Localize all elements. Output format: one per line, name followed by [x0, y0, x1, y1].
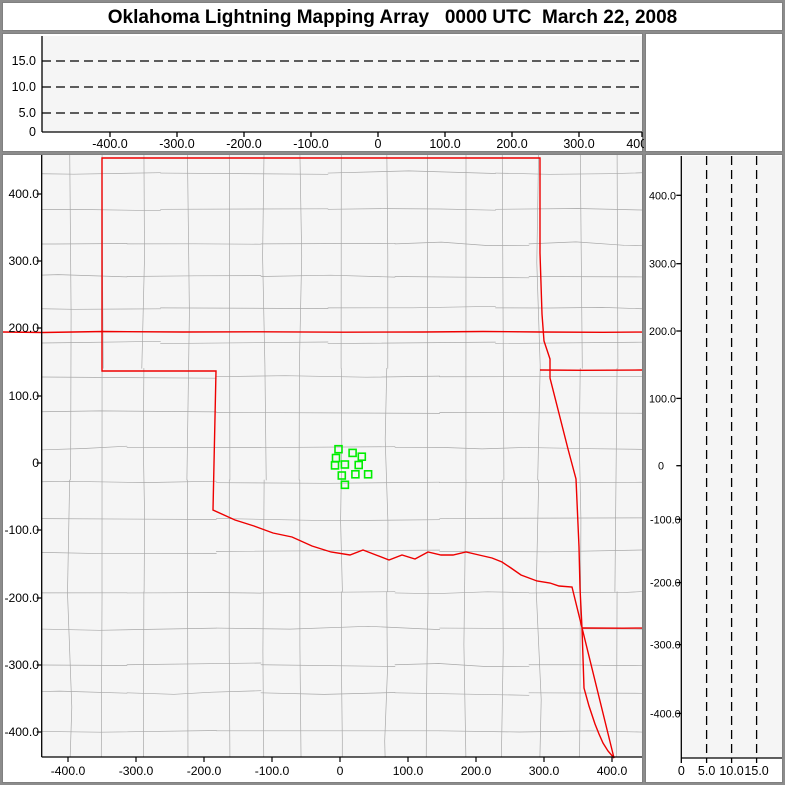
svg-text:300.0: 300.0 [9, 254, 40, 268]
svg-text:300.0: 300.0 [563, 137, 594, 151]
svg-text:-300.0: -300.0 [159, 137, 194, 151]
svg-text:0: 0 [32, 456, 39, 470]
svg-text:0: 0 [337, 764, 344, 778]
svg-text:0: 0 [29, 125, 36, 139]
svg-text:-200.0: -200.0 [187, 764, 222, 778]
svg-text:-200.0: -200.0 [226, 137, 261, 151]
svg-text:-300.0: -300.0 [4, 658, 39, 672]
svg-text:-300.0: -300.0 [119, 764, 154, 778]
svg-text:200.0: 200.0 [9, 321, 40, 335]
svg-text:400.0: 400.0 [597, 764, 628, 778]
svg-text:5.0: 5.0 [698, 764, 715, 778]
svg-text:-100.0: -100.0 [4, 523, 39, 537]
svg-text:0: 0 [375, 137, 382, 151]
svg-text:400.0: 400.0 [626, 137, 644, 151]
svg-text:400.0: 400.0 [9, 187, 40, 201]
svg-text:100.0: 100.0 [9, 389, 40, 403]
svg-text:100.0: 100.0 [649, 393, 676, 405]
svg-text:0: 0 [658, 461, 664, 473]
svg-text:15.0: 15.0 [744, 764, 768, 778]
svg-text:400.0: 400.0 [649, 190, 676, 202]
svg-text:10.0: 10.0 [719, 764, 743, 778]
svg-text:0: 0 [678, 764, 685, 778]
svg-text:-400.0: -400.0 [92, 137, 127, 151]
svg-text:100.0: 100.0 [393, 764, 424, 778]
svg-text:-300.0: -300.0 [650, 640, 681, 652]
svg-text:300.0: 300.0 [649, 259, 676, 271]
svg-text:5.0: 5.0 [19, 106, 36, 120]
svg-text:200.0: 200.0 [461, 764, 492, 778]
svg-text:100.0: 100.0 [429, 137, 460, 151]
svg-text:200.0: 200.0 [649, 326, 676, 338]
svg-text:-400.0: -400.0 [51, 764, 86, 778]
svg-text:200.0: 200.0 [496, 137, 527, 151]
svg-text:300.0: 300.0 [529, 764, 560, 778]
svg-text:-100.0: -100.0 [293, 137, 328, 151]
svg-text:-100.0: -100.0 [255, 764, 290, 778]
svg-text:-100.0: -100.0 [650, 514, 681, 526]
svg-text:-200.0: -200.0 [4, 591, 39, 605]
svg-text:-400.0: -400.0 [650, 708, 681, 720]
svg-text:-400.0: -400.0 [4, 725, 39, 739]
svg-text:-200.0: -200.0 [650, 578, 681, 590]
svg-text:10.0: 10.0 [12, 80, 36, 94]
svg-text:15.0: 15.0 [12, 54, 36, 68]
